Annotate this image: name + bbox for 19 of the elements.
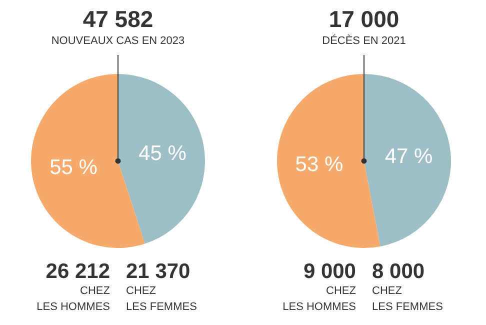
chart-subtitle: DÉCÈS EN 2021	[322, 34, 406, 47]
chart-subtitle: NOUVEAUX CAS EN 2023	[51, 35, 185, 47]
text: 21 370	[126, 260, 190, 283]
data-label: 53 %	[295, 153, 344, 176]
text: 26 212	[46, 260, 110, 283]
slice-label: CHEZ LES FEMMES	[126, 285, 197, 313]
text: 8 000	[372, 260, 425, 283]
pie-slice	[364, 74, 451, 246]
slice-label: CHEZ LES FEMMES	[372, 285, 443, 313]
chart-title: 47 582	[82, 6, 154, 32]
text: 9 000	[303, 260, 356, 283]
slice-label: CHEZ LES HOMMES	[36, 285, 110, 313]
pie-slice	[118, 74, 205, 244]
pie-slice	[277, 74, 380, 248]
data-label: 55 %	[50, 156, 98, 180]
data-label: 47 %	[384, 144, 433, 168]
chart-title: 17 000	[328, 6, 400, 32]
data-label: 45 %	[138, 142, 186, 165]
slice-label: CHEZ LES HOMMES	[282, 285, 356, 313]
